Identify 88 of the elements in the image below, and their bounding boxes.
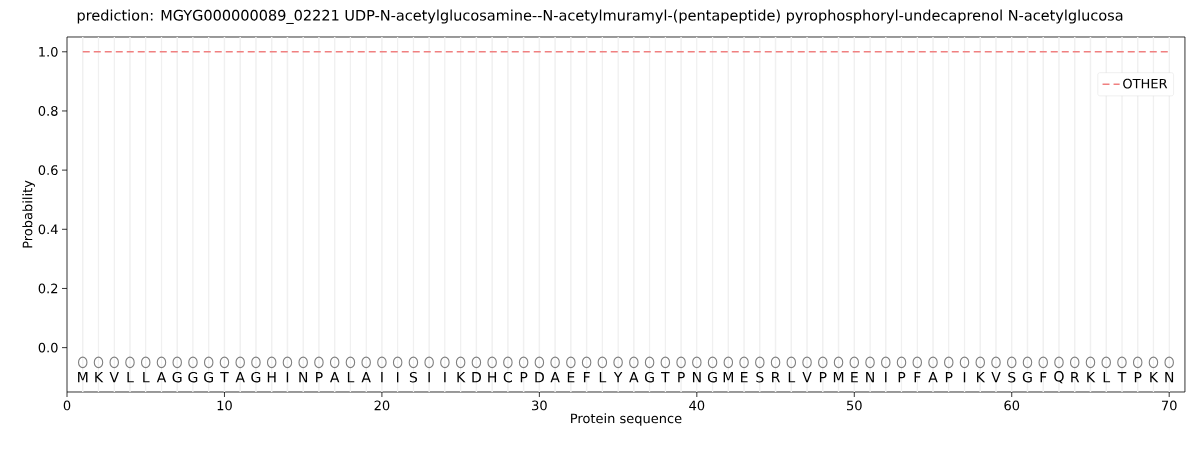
annotation: E [741,372,748,383]
annotation: R [1071,372,1080,383]
annotation: V [109,372,119,383]
x-tick-label: 10 [217,400,232,411]
annotation: G [204,371,213,383]
annotation: P [819,372,827,383]
x-tick-label: 60 [1004,400,1020,411]
y-tick-label: 0.2 [38,283,58,294]
annotation: G [251,371,261,383]
annotation: Q [1054,371,1064,384]
annotation: I [396,372,399,383]
annotation: A [550,372,560,383]
annotation: L [1103,372,1111,383]
annotation: I [885,372,887,383]
annotation: H [488,372,497,383]
annotation: I [381,372,383,383]
annotation: K [1087,372,1096,383]
annotation: Y [613,372,623,383]
annotation: K [977,372,986,383]
annotation: G [707,371,717,383]
y-tick-label: 1.0 [39,46,58,57]
annotation: A [156,372,167,383]
annotation: I [963,372,966,383]
annotation: K [1150,372,1159,383]
annotation: T [661,372,670,383]
legend-label: OTHER [1123,78,1168,89]
y-tick-label: 0.4 [38,224,58,235]
annotation: I [286,372,289,383]
annotation: S [756,371,764,383]
annotation: F [914,372,921,383]
y-axis-title: Probability [22,180,35,248]
annotation: L [599,372,607,383]
x-tick-label: 50 [847,400,862,411]
chart-title: prediction: MGYG000000089_02221 UDP-N-acetylglucosamine--N-acetylmuramyl-(pentapeptide) pyrophosphoryl-undecaprenol N-acetylglucosa [77,9,1123,24]
annotation: H [267,372,276,383]
annotation: L [788,372,796,383]
annotation: L [347,372,355,383]
annotation: K [457,372,466,383]
x-tick-label: 0 [63,400,71,411]
annotation: D [535,372,544,383]
annotation: G [1022,371,1032,383]
annotation: P [678,372,685,383]
annotation: R [772,372,781,383]
annotation: M [78,372,88,383]
x-tick-label: 40 [689,400,705,411]
annotation: K [95,372,104,383]
annotation: P [945,372,953,383]
annotation: S [409,371,418,383]
annotation: N [692,372,701,383]
annotation: G [172,371,182,383]
annotation: M [723,372,733,383]
annotation: L [127,372,134,383]
y-tick-label: 0.8 [38,106,58,116]
x-axis-title: Protein sequence [571,413,682,426]
annotation: T [220,372,229,383]
annotation: E [851,372,858,383]
annotation: F [1040,372,1047,383]
annotation: T [1117,372,1127,383]
annotation: A [330,372,340,383]
annotation: V [991,372,1001,383]
x-tick-label: 70 [1161,400,1177,411]
annotation: P [898,372,906,383]
annotation: G [644,371,654,383]
x-tick-label: 30 [532,400,547,411]
annotation: A [361,372,371,383]
annotation: A [928,372,938,383]
annotation: E [567,372,575,383]
y-tick-label: 0.6 [38,165,58,176]
annotation: A [629,372,639,383]
x-tick-label: 20 [374,400,390,411]
annotation: S [1008,371,1016,383]
annotation: N [866,372,874,383]
annotation: F [583,372,590,383]
annotation: I [428,372,430,383]
annotation: N [1165,372,1174,383]
annotation: D [472,372,481,383]
annotation: G [188,371,198,383]
annotation: P [1134,372,1142,383]
annotation: P [520,372,528,383]
annotation: N [299,372,308,383]
y-tick-label: 0.0 [38,342,58,353]
annotation: M [833,372,844,383]
annotation: L [143,372,150,383]
annotation: P [316,372,323,383]
annotation: C [503,371,513,383]
annotation: I [444,372,446,383]
annotation: A [235,372,245,383]
annotation: V [802,372,812,383]
